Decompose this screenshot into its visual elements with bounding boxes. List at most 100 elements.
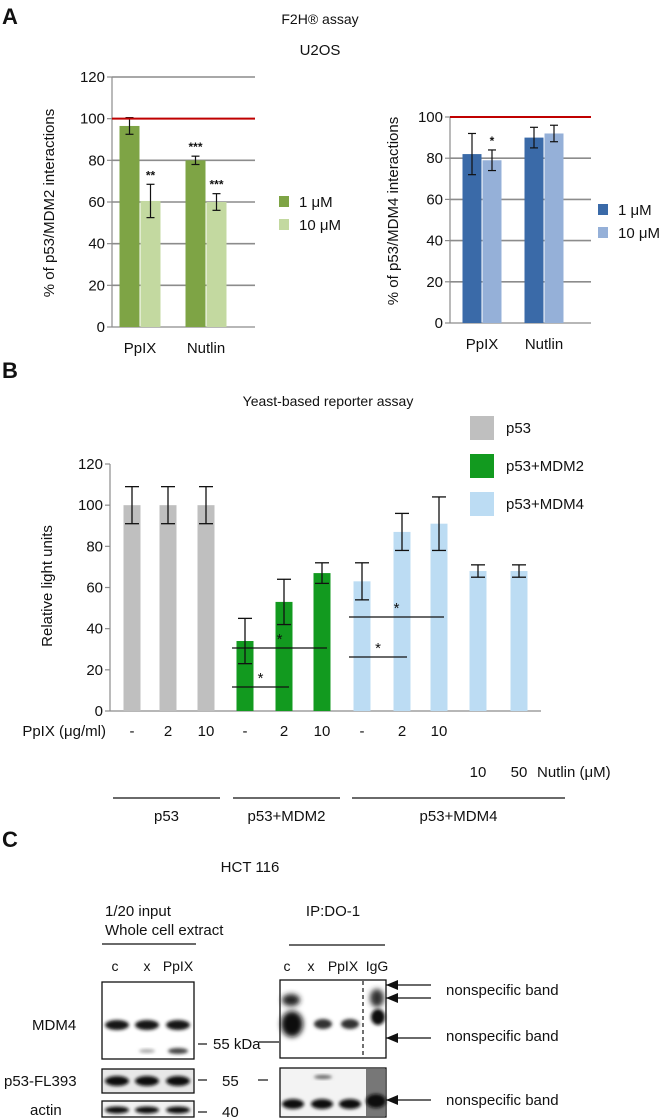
legend-swatch [470, 454, 494, 478]
ip-lane-label: IgG [366, 958, 389, 974]
x-category-label: Nutlin [525, 336, 563, 353]
bar [469, 571, 487, 711]
significance-mark: *** [188, 140, 202, 154]
y-tick-label: 0 [97, 319, 105, 336]
bar [482, 160, 502, 323]
ppix-dose-label: 10 [431, 723, 448, 740]
y-tick-label: 80 [426, 150, 443, 167]
legend-swatch [598, 227, 608, 238]
blot-band [135, 1076, 159, 1086]
bar [524, 137, 544, 323]
legend-label: 1 μM [618, 202, 652, 219]
blot-band [371, 1009, 385, 1025]
chart-b-title: Yeast-based reporter assay [243, 393, 414, 409]
mdm4-interaction-chart: 0 20 40 60 80 100 * PpIX Nutlin 1 μM 10 μM [418, 109, 660, 353]
input-lane-label: PpIX [163, 958, 194, 974]
blot-band [166, 1020, 190, 1030]
arrowhead [386, 1033, 398, 1043]
nonspecific-label: nonspecific band [446, 1092, 559, 1109]
input-lane-label: x [144, 958, 151, 974]
chart-a-subtitle: U2OS [300, 42, 341, 59]
bar [236, 641, 254, 711]
legend-label: p53+MDM2 [506, 458, 584, 475]
chart-a-ylabel: % of p53/MDM2 interactions [41, 109, 58, 297]
ppix-dose-label: - [360, 723, 365, 740]
ppix-dose-label: 10 [198, 723, 215, 740]
ppix-dose-label: 10 [314, 723, 331, 740]
nutlin-dose-label: 50 [511, 764, 528, 781]
ip-lane-label: PpIX [328, 958, 359, 974]
group-label: p53+MDM2 [248, 808, 326, 825]
ip-title: IP:DO-1 [306, 903, 360, 920]
arrowhead [386, 993, 398, 1003]
significance-mark: * [490, 134, 495, 148]
y-tick-label: 120 [78, 456, 103, 473]
blot-band [166, 1076, 190, 1086]
ip-lane-label: c [284, 958, 291, 974]
ip-lane-label: x [308, 958, 315, 974]
bar [206, 202, 227, 327]
blot-band [339, 1099, 361, 1109]
legend-swatch [470, 492, 494, 516]
blot-band-faint [314, 1075, 332, 1079]
blot-band [105, 1020, 129, 1030]
input-title-2: Whole cell extract [105, 922, 224, 939]
panel-label-a: A [2, 4, 18, 29]
y-tick-label: 80 [86, 538, 103, 555]
blot-band [135, 1106, 159, 1114]
significance-mark: * [258, 670, 264, 687]
marker-55: 55 [222, 1073, 239, 1090]
bar [510, 571, 528, 711]
blot-band-faint [139, 1049, 155, 1053]
blot-band [282, 994, 300, 1006]
y-tick-label: 20 [426, 274, 443, 291]
ppix-dose-label: - [243, 723, 248, 740]
bar [313, 573, 331, 711]
marker-40: 40 [222, 1104, 239, 1119]
bar [275, 601, 293, 711]
y-tick-label: 60 [86, 580, 103, 597]
bar [140, 200, 161, 327]
y-tick-label: 60 [426, 191, 443, 208]
ppix-dose-label: 2 [398, 723, 406, 740]
y-tick-label: 40 [88, 236, 105, 253]
y-tick-label: 100 [78, 497, 103, 514]
x-category-label: PpIX [466, 336, 499, 353]
row-label-actin: actin [30, 1102, 62, 1119]
significance-mark: *** [209, 178, 223, 192]
legend-label: p53 [506, 420, 531, 437]
legend-label: p53+MDM4 [506, 496, 584, 513]
significance-mark: * [375, 640, 381, 657]
blot-band [366, 1094, 386, 1108]
significance-mark: * [277, 631, 283, 648]
legend-swatch [279, 196, 289, 207]
western-blot: HCT 116 1/20 input Whole cell extract IP… [4, 859, 559, 1119]
y-tick-label: 20 [86, 662, 103, 679]
bar [393, 531, 411, 711]
chart-a-title: F2H® assay [281, 11, 358, 27]
significance-mark: ** [146, 168, 156, 182]
blot-title: HCT 116 [221, 859, 280, 876]
y-tick-label: 100 [80, 111, 105, 128]
ppix-dose-label: 2 [164, 723, 172, 740]
blot-band [166, 1106, 190, 1114]
y-tick-label: 120 [80, 69, 105, 86]
y-tick-label: 60 [88, 194, 105, 211]
legend-label: 10 μM [299, 217, 341, 234]
yeast-reporter-chart: 0 20 40 60 80 100 120 - 2 10 - 2 10 - 2 10 10 50 PpIX (μg/… [22, 416, 611, 825]
bar [462, 154, 482, 323]
blot-band [135, 1020, 159, 1030]
ppix-dose-label: - [130, 723, 135, 740]
significance-mark: * [394, 600, 400, 617]
blot-band [282, 1099, 304, 1109]
chart-a2-ylabel: % of p53/MDM4 interactions [385, 117, 402, 305]
marker-55kda: 55 kDa [213, 1036, 261, 1053]
y-tick-label: 40 [426, 233, 443, 250]
x-category-label: PpIX [124, 340, 157, 357]
bar [353, 581, 371, 711]
legend-swatch [279, 219, 289, 230]
bar [119, 125, 140, 327]
bar [197, 505, 215, 711]
blot-band [311, 1099, 333, 1109]
legend-swatch [598, 204, 608, 215]
